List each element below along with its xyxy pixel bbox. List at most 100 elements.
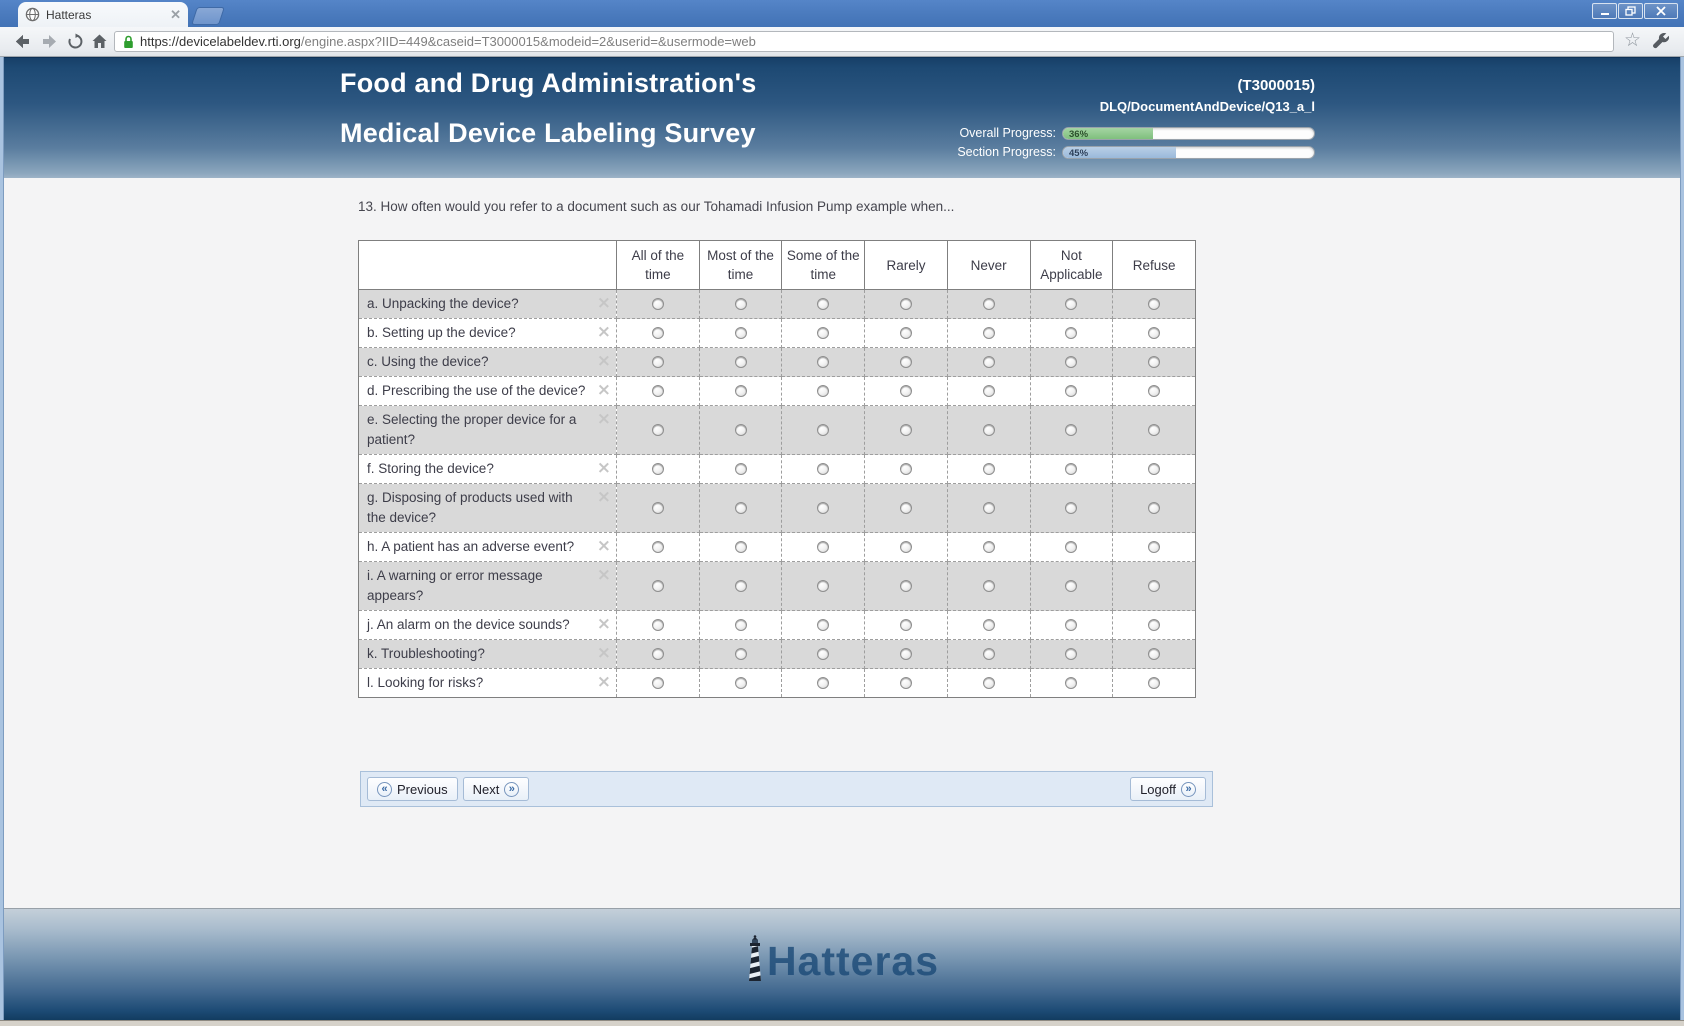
new-tab-button[interactable] [191, 7, 225, 25]
clear-row-icon[interactable]: × [596, 380, 611, 400]
radio-option[interactable] [1065, 355, 1078, 368]
radio-option[interactable] [899, 618, 912, 631]
logoff-button[interactable]: Logoff » [1130, 777, 1206, 801]
radio-option[interactable] [1065, 579, 1078, 592]
radio-option[interactable] [734, 647, 747, 660]
radio-option[interactable] [1148, 676, 1161, 689]
radio-option[interactable] [1148, 647, 1161, 660]
radio-option[interactable] [817, 647, 830, 660]
radio-option[interactable] [899, 676, 912, 689]
radio-option[interactable] [651, 462, 664, 475]
radio-option[interactable] [1148, 326, 1161, 339]
radio-option[interactable] [1065, 326, 1078, 339]
radio-option[interactable] [899, 326, 912, 339]
radio-option[interactable] [651, 326, 664, 339]
clear-row-icon[interactable]: × [596, 614, 611, 634]
bookmark-star-icon[interactable]: ☆ [1624, 29, 1642, 51]
radio-option[interactable] [982, 579, 995, 592]
radio-option[interactable] [651, 423, 664, 436]
radio-option[interactable] [1065, 384, 1078, 397]
radio-option[interactable] [734, 540, 747, 553]
radio-option[interactable] [899, 297, 912, 310]
radio-option[interactable] [734, 579, 747, 592]
radio-option[interactable] [651, 384, 664, 397]
reload-icon[interactable] [67, 33, 84, 50]
radio-option[interactable] [817, 462, 830, 475]
radio-option[interactable] [817, 297, 830, 310]
clear-row-icon[interactable]: × [596, 409, 611, 429]
radio-option[interactable] [1065, 540, 1078, 553]
minimize-button[interactable] [1592, 3, 1617, 19]
radio-option[interactable] [1148, 579, 1161, 592]
clear-row-icon[interactable]: × [596, 458, 611, 478]
radio-option[interactable] [651, 297, 664, 310]
radio-option[interactable] [1148, 384, 1161, 397]
radio-option[interactable] [651, 647, 664, 660]
radio-option[interactable] [982, 462, 995, 475]
radio-option[interactable] [1065, 297, 1078, 310]
radio-option[interactable] [734, 384, 747, 397]
radio-option[interactable] [817, 501, 830, 514]
radio-option[interactable] [1148, 297, 1161, 310]
radio-option[interactable] [982, 618, 995, 631]
clear-row-icon[interactable]: × [596, 351, 611, 371]
close-window-button[interactable] [1644, 3, 1678, 19]
radio-option[interactable] [982, 384, 995, 397]
radio-option[interactable] [1065, 676, 1078, 689]
url-bar[interactable]: https://devicelabeldev.rti.org/engine.as… [114, 31, 1614, 52]
radio-option[interactable] [734, 462, 747, 475]
radio-option[interactable] [651, 355, 664, 368]
radio-option[interactable] [817, 423, 830, 436]
radio-option[interactable] [899, 423, 912, 436]
radio-option[interactable] [817, 384, 830, 397]
restore-button[interactable] [1618, 3, 1643, 19]
radio-option[interactable] [1065, 501, 1078, 514]
radio-option[interactable] [982, 676, 995, 689]
radio-option[interactable] [899, 384, 912, 397]
home-icon[interactable] [91, 33, 108, 50]
radio-option[interactable] [817, 355, 830, 368]
radio-option[interactable] [982, 326, 995, 339]
radio-option[interactable] [982, 540, 995, 553]
radio-option[interactable] [899, 355, 912, 368]
radio-option[interactable] [1148, 501, 1161, 514]
radio-option[interactable] [651, 579, 664, 592]
close-tab-icon[interactable]: ✕ [170, 7, 181, 22]
radio-option[interactable] [734, 297, 747, 310]
radio-option[interactable] [1065, 423, 1078, 436]
radio-option[interactable] [817, 540, 830, 553]
radio-option[interactable] [651, 540, 664, 553]
radio-option[interactable] [982, 423, 995, 436]
radio-option[interactable] [1065, 647, 1078, 660]
radio-option[interactable] [982, 501, 995, 514]
radio-option[interactable] [1148, 618, 1161, 631]
radio-option[interactable] [734, 423, 747, 436]
browser-tab[interactable]: Hatteras ✕ [18, 2, 188, 27]
radio-option[interactable] [817, 618, 830, 631]
clear-row-icon[interactable]: × [596, 487, 611, 507]
radio-option[interactable] [982, 647, 995, 660]
clear-row-icon[interactable]: × [596, 536, 611, 556]
clear-row-icon[interactable]: × [596, 672, 611, 692]
radio-option[interactable] [1148, 462, 1161, 475]
radio-option[interactable] [734, 501, 747, 514]
radio-option[interactable] [1065, 618, 1078, 631]
clear-row-icon[interactable]: × [596, 565, 611, 585]
radio-option[interactable] [651, 501, 664, 514]
radio-option[interactable] [1065, 462, 1078, 475]
radio-option[interactable] [817, 579, 830, 592]
radio-option[interactable] [982, 355, 995, 368]
radio-option[interactable] [817, 326, 830, 339]
radio-option[interactable] [1148, 355, 1161, 368]
radio-option[interactable] [899, 579, 912, 592]
radio-option[interactable] [651, 676, 664, 689]
radio-option[interactable] [899, 540, 912, 553]
forward-button-icon[interactable] [41, 33, 59, 50]
wrench-icon[interactable] [1652, 32, 1671, 50]
clear-row-icon[interactable]: × [596, 643, 611, 663]
back-button-icon[interactable] [13, 33, 31, 50]
radio-option[interactable] [1148, 540, 1161, 553]
previous-button[interactable]: « Previous [367, 777, 458, 801]
radio-option[interactable] [651, 618, 664, 631]
radio-option[interactable] [1148, 423, 1161, 436]
